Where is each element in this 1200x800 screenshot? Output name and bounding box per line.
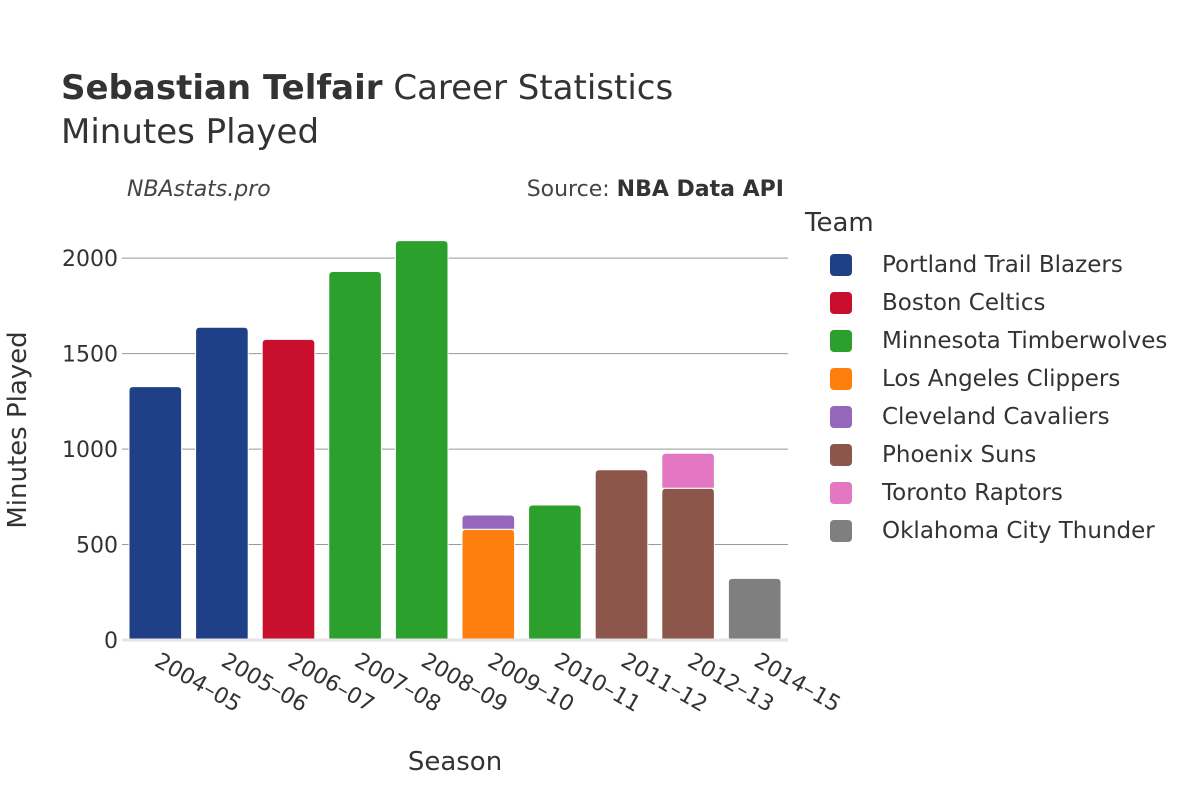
legend-item[interactable]: Boston Celtics — [805, 284, 1167, 322]
bar-2011–12-series-5[interactable] — [594, 469, 649, 641]
y-tick-label: 0 — [104, 629, 118, 654]
legend-swatch — [830, 292, 852, 314]
source-prefix: Source: — [526, 177, 617, 202]
y-axis-title: Minutes Played — [3, 331, 33, 528]
legend-label: Los Angeles Clippers — [882, 366, 1121, 392]
source-name: NBA Data API — [616, 177, 784, 202]
legend-item[interactable]: Phoenix Suns — [805, 436, 1167, 474]
watermark: NBAstats.pro — [127, 177, 271, 202]
legend-swatch — [830, 254, 852, 276]
bars — [128, 240, 782, 641]
bar-2010–11-series-2[interactable] — [528, 504, 582, 641]
legend-swatch — [830, 520, 852, 542]
bar-2008–09-series-2[interactable] — [394, 240, 449, 641]
legend-items: Portland Trail Blazers Boston Celtics Minn… — [805, 246, 1167, 550]
legend-item[interactable]: Oklahoma City Thunder — [805, 512, 1167, 550]
legend: Team Portland Trail Blazers Boston Celtic… — [805, 208, 1167, 550]
source-credit: Source: NBA Data API — [527, 177, 784, 202]
bar-2012–13-series-6[interactable] — [661, 452, 715, 489]
legend-swatch — [830, 444, 852, 466]
legend-item[interactable]: Cleveland Cavaliers — [805, 398, 1167, 436]
legend-label: Portland Trail Blazers — [882, 252, 1123, 278]
chart-subtitle: Minutes Played — [61, 112, 320, 152]
bar-2005–06-series-0[interactable] — [195, 326, 249, 641]
legend-label: Toronto Raptors — [882, 480, 1063, 506]
legend-swatch — [830, 368, 852, 390]
legend-label: Oklahoma City Thunder — [882, 518, 1155, 544]
legend-item[interactable]: Los Angeles Clippers — [805, 360, 1167, 398]
chart-title: Sebastian Telfair Career Statistics Minu… — [61, 66, 673, 154]
x-axis-title: Season — [408, 747, 502, 777]
y-tick-label: 500 — [76, 534, 118, 559]
y-tick-label: 2000 — [62, 247, 118, 272]
y-tick-label: 1000 — [62, 438, 118, 463]
legend-swatch — [830, 406, 852, 428]
bar-2006–07-series-1[interactable] — [261, 338, 316, 641]
legend-item[interactable]: Minnesota Timberwolves — [805, 322, 1167, 360]
legend-label: Cleveland Cavaliers — [882, 404, 1110, 430]
legend-label: Phoenix Suns — [882, 442, 1037, 468]
legend-item[interactable]: Toronto Raptors — [805, 474, 1167, 512]
legend-label: Minnesota Timberwolves — [882, 328, 1168, 354]
bar-2007–08-series-2[interactable] — [328, 271, 382, 641]
title-rest: Career Statistics — [382, 68, 674, 108]
player-name: Sebastian Telfair — [61, 68, 383, 108]
legend-title: Team — [805, 208, 874, 238]
bar-2009–10-series-3[interactable] — [461, 528, 516, 641]
bar-2014–15-series-7[interactable] — [727, 577, 782, 641]
legend-swatch — [830, 482, 852, 504]
legend-swatch — [830, 330, 852, 352]
legend-item[interactable]: Portland Trail Blazers — [805, 246, 1167, 284]
legend-label: Boston Celtics — [882, 290, 1046, 316]
bar-2009–10-series-4[interactable] — [461, 514, 516, 530]
y-tick-label: 1500 — [62, 343, 118, 368]
bar-2012–13-series-5[interactable] — [661, 487, 715, 641]
bar-2004–05-series-0[interactable] — [128, 386, 183, 641]
